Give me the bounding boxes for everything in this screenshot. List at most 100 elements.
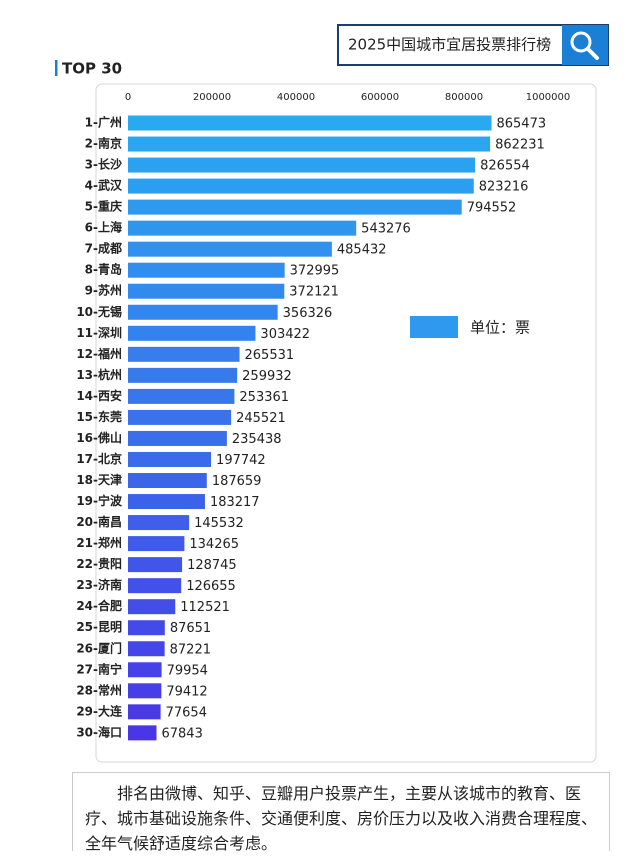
bar <box>128 725 157 741</box>
value-label: 372121 <box>289 285 339 300</box>
bar <box>128 473 207 489</box>
value-label: 303422 <box>260 327 310 342</box>
y-tick-label: 15-东莞 <box>76 409 122 424</box>
x-tick-label: 600000 <box>361 92 399 103</box>
value-label: 128745 <box>187 558 237 573</box>
bar <box>128 136 491 152</box>
y-tick-label: 28-常州 <box>76 682 122 697</box>
x-tick-label: 200000 <box>193 92 231 103</box>
bar <box>128 262 285 278</box>
bar <box>128 115 492 131</box>
bar <box>128 599 176 615</box>
value-label: 79412 <box>166 684 207 699</box>
bar <box>128 199 462 215</box>
note: 排名由微博、知乎、豆瓣用户投票产生，主要从该城市的教育、医疗、城市基础设施条件、… <box>72 772 610 853</box>
y-tick-label: 23-济南 <box>76 577 122 592</box>
y-tick-label: 29-大连 <box>76 703 123 718</box>
bar <box>128 325 256 341</box>
legend-label: 单位：票 <box>470 319 530 337</box>
value-label: 134265 <box>189 537 239 552</box>
y-tick-label: 17-北京 <box>76 451 122 466</box>
bar <box>128 641 165 657</box>
bar <box>128 178 474 194</box>
value-label: 67843 <box>161 726 202 741</box>
bar <box>128 536 185 552</box>
chart-frame <box>95 83 597 763</box>
value-label: 197742 <box>216 453 266 468</box>
bar <box>128 515 190 531</box>
bar <box>128 451 212 467</box>
bar <box>128 346 240 362</box>
bar <box>128 557 183 573</box>
y-tick-label: 2-南京 <box>85 136 122 151</box>
chart-title: 2025中国城市宜居投票排行榜 <box>348 36 551 54</box>
value-label: 187659 <box>212 474 262 489</box>
bar <box>128 494 205 510</box>
y-tick-label: 21-郑州 <box>76 535 122 550</box>
x-tick-label: 800000 <box>445 92 483 103</box>
value-label: 826554 <box>480 159 530 174</box>
y-tick-label: 3-长沙 <box>85 157 122 172</box>
bar <box>128 578 182 594</box>
y-tick-label: 25-昆明 <box>76 620 122 634</box>
bar <box>128 388 235 404</box>
bar <box>128 662 162 678</box>
y-tick-label: 12-福州 <box>76 346 122 361</box>
y-tick-label: 13-杭州 <box>76 367 122 382</box>
bar <box>128 283 285 299</box>
bar <box>128 157 476 173</box>
bar <box>128 241 332 257</box>
y-tick-label: 1-广州 <box>85 115 122 130</box>
y-tick-label: 10-无锡 <box>76 304 122 319</box>
value-label: 77654 <box>166 705 207 720</box>
y-tick-label: 18-天津 <box>76 472 122 487</box>
legend-swatch <box>410 316 458 338</box>
value-label: 862231 <box>495 138 545 153</box>
value-label: 112521 <box>180 600 230 615</box>
value-label: 126655 <box>186 579 236 594</box>
value-label: 259932 <box>242 369 292 384</box>
bar <box>128 430 227 446</box>
value-label: 245521 <box>236 411 286 426</box>
y-tick-label: 20-南昌 <box>76 514 122 529</box>
y-tick-label: 26-厦门 <box>76 640 122 655</box>
x-tick-label: 400000 <box>277 92 315 103</box>
bar <box>128 620 165 636</box>
value-label: 543276 <box>361 222 411 237</box>
bar <box>128 220 357 236</box>
y-tick-label: 30-海口 <box>76 724 122 739</box>
bar <box>128 304 278 320</box>
value-label: 794552 <box>467 201 517 216</box>
subtitle-marker <box>55 60 58 76</box>
value-label: 145532 <box>194 516 244 531</box>
y-tick-label: 4-武汉 <box>85 178 123 193</box>
y-tick-label: 24-合肥 <box>76 598 122 613</box>
value-label: 372995 <box>290 264 340 279</box>
y-tick-label: 19-宁波 <box>76 493 123 508</box>
y-tick-label: 5-重庆 <box>85 199 122 214</box>
value-label: 87221 <box>170 642 211 657</box>
search-icon-handle <box>586 47 599 60</box>
y-tick-label: 7-成都 <box>85 241 122 256</box>
chart-subtitle: TOP 30 <box>62 60 122 78</box>
y-tick-label: 27-南宁 <box>76 661 122 676</box>
search-button[interactable] <box>562 25 608 65</box>
value-label: 865473 <box>496 117 546 132</box>
y-tick-label: 16-佛山 <box>76 430 122 445</box>
y-tick-label: 14-西安 <box>76 388 122 403</box>
value-label: 253361 <box>239 390 289 405</box>
value-label: 485432 <box>337 243 387 258</box>
value-label: 79954 <box>167 663 208 678</box>
value-label: 87651 <box>170 621 211 636</box>
value-label: 823216 <box>479 180 529 195</box>
value-label: 265531 <box>245 348 295 363</box>
bar <box>128 683 162 699</box>
y-tick-label: 6-上海 <box>85 220 122 235</box>
x-tick-label: 1000000 <box>526 92 571 103</box>
search-icon <box>570 31 592 53</box>
value-label: 235438 <box>232 432 282 447</box>
y-tick-label: 9-苏州 <box>85 283 122 298</box>
y-tick-label: 8-青岛 <box>85 262 122 277</box>
